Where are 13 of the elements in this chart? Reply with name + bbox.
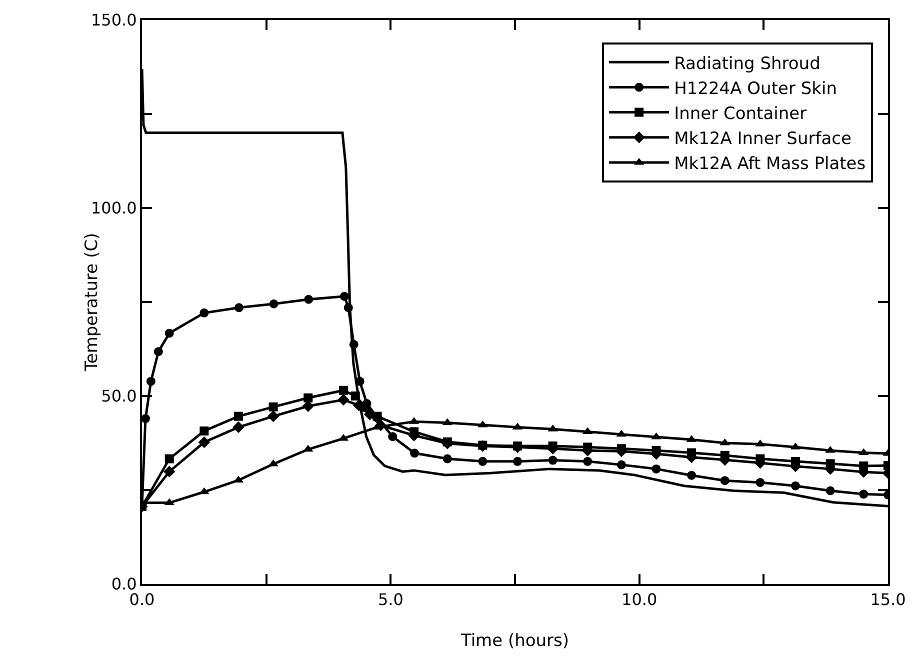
y-tick-label: 100.0 [90, 198, 137, 218]
x-tick-label: 15.0 [870, 590, 906, 610]
x-axis-title: Time (hours) [460, 631, 570, 651]
legend-label: Mk12A Inner Surface [674, 129, 852, 150]
legend-label: Radiating Shroud [674, 54, 820, 74]
y-tick-label: 50.0 [101, 386, 137, 406]
legend-label: H1224A Outer Skin [674, 78, 837, 99]
legend-label: Inner Container [674, 104, 807, 124]
x-tick-label: 5.0 [378, 590, 404, 610]
y-axis-title: Temperature (C) [82, 232, 102, 372]
legend-label: Mk12A Aft Mass Plates [674, 154, 866, 174]
x-tick-label: 10.0 [622, 590, 658, 610]
y-tick-label: 150.0 [90, 10, 137, 30]
